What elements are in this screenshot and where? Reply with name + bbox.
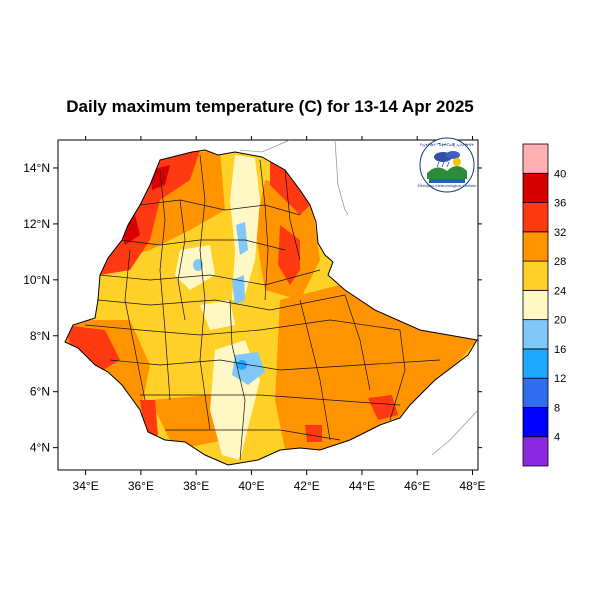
- meteorology-logo: የኢትዮጵያ ሜቲዎሮሎጂ ኢንስቲትዩት Ethiopian Meteorol…: [418, 137, 478, 193]
- y-axis: 4°N 6°N 8°N 10°N 12°N 14°N: [23, 161, 482, 455]
- zone-south-spot: [305, 425, 322, 442]
- zone-cool-gojam: [193, 259, 203, 271]
- zone-gambela-very-hot: [65, 325, 120, 372]
- colorbar-label: 32: [554, 227, 566, 239]
- colorbar-label: 12: [554, 373, 566, 385]
- colorbar-label: 16: [554, 344, 566, 356]
- ethiopia-outline: [64, 149, 478, 466]
- x-tick-label: 42°E: [294, 479, 320, 493]
- colorbar-swatch: [522, 319, 549, 350]
- region-border-15: [124, 249, 146, 401]
- colorbar-swatch: [522, 289, 549, 321]
- region-border-17: [177, 199, 186, 321]
- colorbar-swatch: [522, 143, 549, 174]
- colorbar-swatch: [522, 407, 549, 438]
- zone-afar-very-hot: [278, 225, 300, 285]
- colorbar-label: 4: [554, 432, 560, 444]
- region-border-10: [159, 169, 171, 401]
- region-border-6: [109, 359, 441, 371]
- colorbar-swatch: [522, 436, 549, 467]
- logo-seal-text: የኢትዮጵያ ሜቲዎሮሎጂ ኢንስቲትዩት: [420, 142, 474, 147]
- colorbar-swatch: [522, 377, 549, 408]
- region-border-9: [199, 154, 211, 431]
- region-border-13: [344, 294, 371, 391]
- region-border-8: [165, 429, 341, 441]
- neighbor-borders: [239, 140, 478, 456]
- logo-agency-name: Ethiopian Meteorological Institute: [418, 183, 478, 188]
- region-border-1: [139, 199, 301, 216]
- zone-cool-north: [236, 222, 248, 255]
- region-border-11: [259, 159, 269, 301]
- region-border-3: [99, 269, 321, 286]
- zone-cool-central: [232, 275, 245, 305]
- x-axis: 34°E 36°E 38°E 40°E 42°E 44°E 46°E 48°E: [73, 136, 486, 493]
- region-border-4: [97, 294, 346, 311]
- y-tick-label: 8°N: [30, 329, 50, 343]
- x-tick-label: 44°E: [349, 479, 375, 493]
- zone-cold-spot: [237, 360, 247, 370]
- region-border-14: [389, 329, 406, 421]
- colorbar-label: 40: [554, 168, 566, 180]
- map-title: Daily maximum temperature (C) for 13-14 …: [66, 97, 474, 116]
- y-tick-label: 10°N: [23, 273, 50, 287]
- x-tick-label: 34°E: [73, 479, 99, 493]
- colorbar-swatch: [522, 172, 549, 203]
- x-tick-label: 40°E: [238, 479, 264, 493]
- y-tick-label: 12°N: [23, 217, 50, 231]
- colorbar-swatch: [522, 260, 549, 291]
- y-tick-label: 4°N: [30, 441, 50, 455]
- region-border-16: [229, 299, 246, 461]
- region-border-2: [119, 239, 286, 251]
- colorbar-label: 8: [554, 402, 560, 414]
- x-tick-label: 36°E: [128, 479, 154, 493]
- colorbar-label: 24: [554, 285, 566, 297]
- colorbar-label: 20: [554, 315, 566, 327]
- zone-cool-bale: [232, 352, 265, 385]
- x-tick-label: 48°E: [459, 479, 485, 493]
- x-tick-label: 46°E: [404, 479, 430, 493]
- colorbar-swatch: [522, 348, 549, 379]
- colorbar: 4 8 12 16 20 24 28 32 36 40: [522, 143, 566, 467]
- zone-shewa-mild: [200, 300, 235, 330]
- regional-borders: [84, 154, 441, 461]
- y-tick-label: 14°N: [23, 161, 50, 175]
- colorbar-swatch: [522, 202, 549, 233]
- colorbar-label: 36: [554, 198, 566, 210]
- y-tick-label: 6°N: [30, 385, 50, 399]
- zone-omo-hot: [150, 395, 225, 450]
- x-tick-label: 38°E: [183, 479, 209, 493]
- zone-southeast-spot: [368, 395, 398, 420]
- region-border-7: [140, 394, 401, 406]
- region-border-12: [299, 299, 331, 441]
- region-border-18: [284, 169, 301, 261]
- colorbar-label: 28: [554, 256, 566, 268]
- colorbar-swatch: [522, 231, 549, 262]
